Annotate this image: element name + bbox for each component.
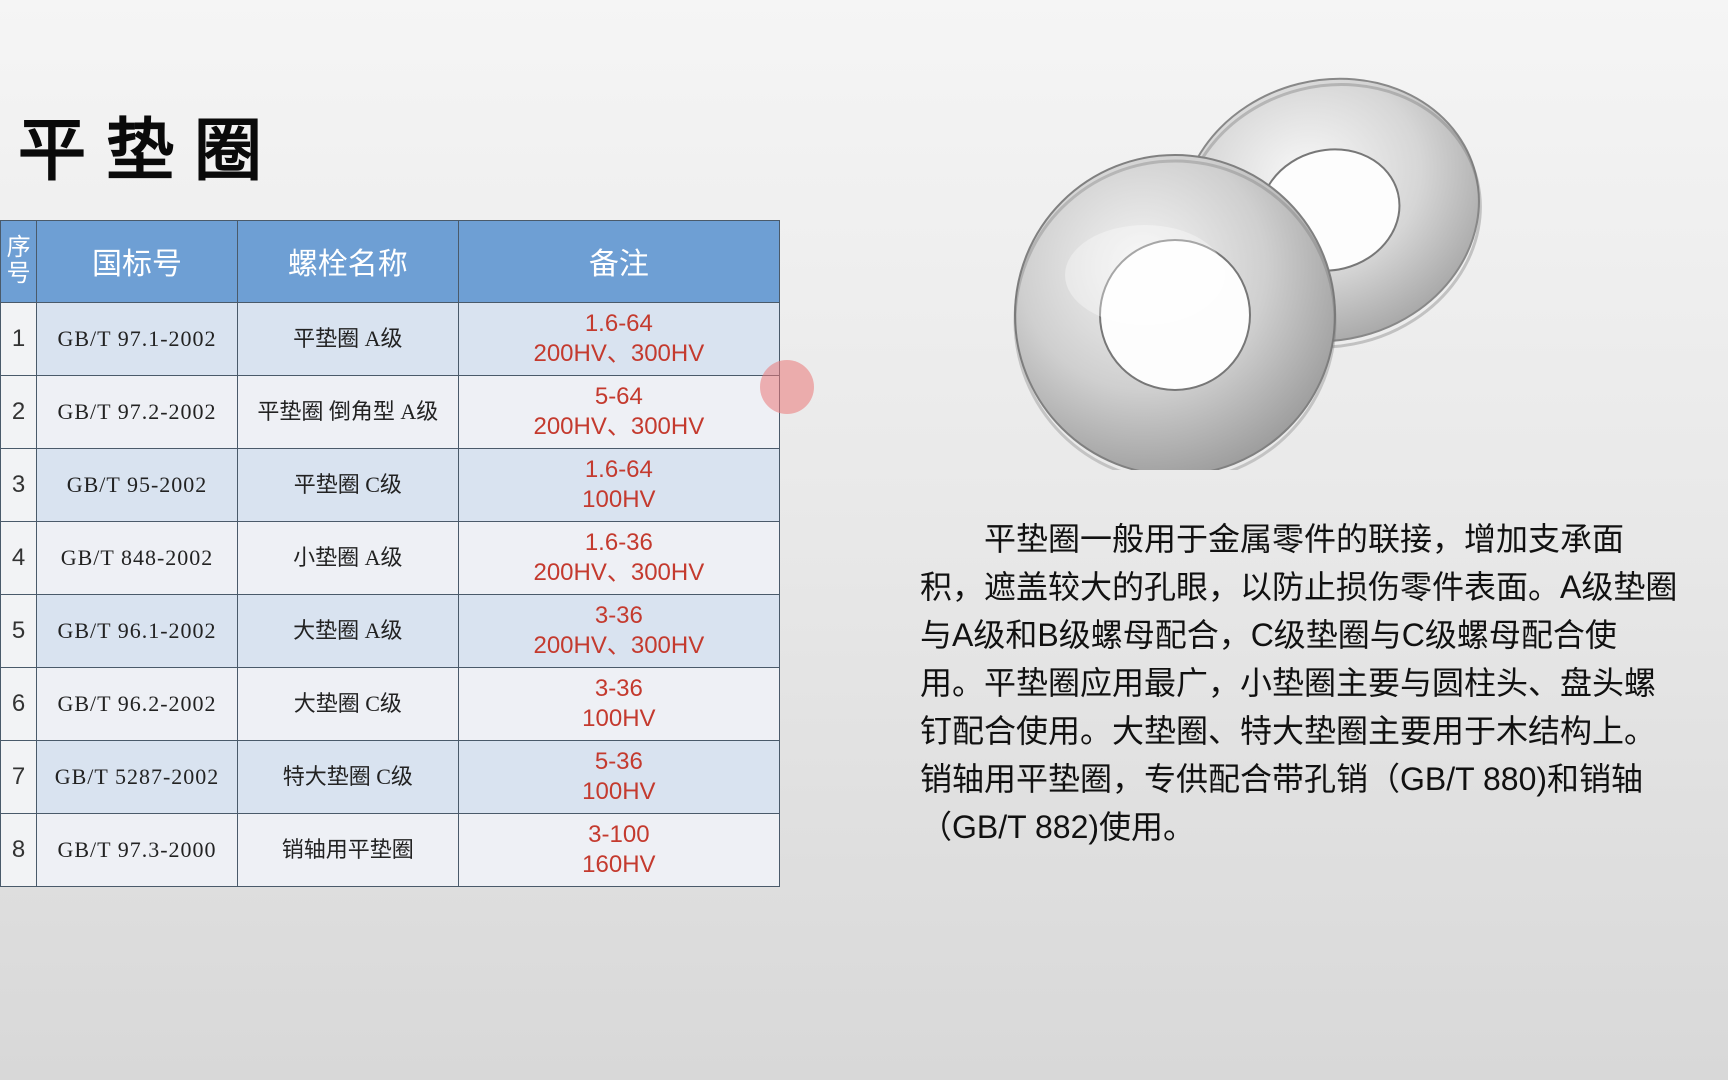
washer-table-container: 序号 国标号 螺栓名称 备注 1GB/T 97.1-2002平垫圈 A级1.6-… (0, 220, 780, 887)
table-row: 4GB/T 848-2002小垫圈 A级1.6-36200HV、300HV (1, 521, 780, 594)
table-header-row: 序号 国标号 螺栓名称 备注 (1, 221, 780, 303)
cell-seq: 6 (1, 667, 37, 740)
cell-name: 平垫圈 倒角型 A级 (237, 375, 458, 448)
cell-note: 5-36100HV (458, 740, 779, 813)
cell-note: 3-36100HV (458, 667, 779, 740)
cell-std: GB/T 95-2002 (37, 448, 238, 521)
table-row: 7GB/T 5287-2002特大垫圈 C级5-36100HV (1, 740, 780, 813)
cell-note: 1.6-64200HV、300HV (458, 302, 779, 375)
header-std: 国标号 (37, 221, 238, 303)
cell-std: GB/T 97.3-2000 (37, 813, 238, 886)
cell-name: 特大垫圈 C级 (237, 740, 458, 813)
table-row: 1GB/T 97.1-2002平垫圈 A级1.6-64200HV、300HV (1, 302, 780, 375)
cell-std: GB/T 96.2-2002 (37, 667, 238, 740)
cell-seq: 5 (1, 594, 37, 667)
cell-std: GB/T 97.2-2002 (37, 375, 238, 448)
cell-seq: 2 (1, 375, 37, 448)
cell-std: GB/T 97.1-2002 (37, 302, 238, 375)
cell-name: 大垫圈 C级 (237, 667, 458, 740)
washer-table: 序号 国标号 螺栓名称 备注 1GB/T 97.1-2002平垫圈 A级1.6-… (0, 220, 780, 887)
washer-illustration (960, 70, 1560, 470)
table-row: 6GB/T 96.2-2002大垫圈 C级3-36100HV (1, 667, 780, 740)
cell-note: 3-36200HV、300HV (458, 594, 779, 667)
header-name: 螺栓名称 (237, 221, 458, 303)
cell-name: 大垫圈 A级 (237, 594, 458, 667)
table-row: 3GB/T 95-2002平垫圈 C级1.6-64100HV (1, 448, 780, 521)
cell-seq: 8 (1, 813, 37, 886)
cell-std: GB/T 5287-2002 (37, 740, 238, 813)
cell-note: 5-64200HV、300HV (458, 375, 779, 448)
cell-name: 销轴用平垫圈 (237, 813, 458, 886)
cell-name: 小垫圈 A级 (237, 521, 458, 594)
cursor-highlight-icon (760, 360, 814, 414)
cell-seq: 3 (1, 448, 37, 521)
description-text: 平垫圈一般用于金属零件的联接，增加支承面积，遮盖较大的孔眼，以防止损伤零件表面。… (920, 515, 1680, 851)
cell-std: GB/T 96.1-2002 (37, 594, 238, 667)
header-note: 备注 (458, 221, 779, 303)
cell-name: 平垫圈 C级 (237, 448, 458, 521)
cell-name: 平垫圈 A级 (237, 302, 458, 375)
table-row: 8GB/T 97.3-2000销轴用平垫圈3-100160HV (1, 813, 780, 886)
cell-seq: 1 (1, 302, 37, 375)
cell-seq: 4 (1, 521, 37, 594)
page-title: 平垫圈 (18, 95, 282, 194)
cell-note: 3-100160HV (458, 813, 779, 886)
header-seq: 序号 (1, 221, 37, 303)
table-row: 5GB/T 96.1-2002大垫圈 A级3-36200HV、300HV (1, 594, 780, 667)
cell-seq: 7 (1, 740, 37, 813)
cell-std: GB/T 848-2002 (37, 521, 238, 594)
cell-note: 1.6-64100HV (458, 448, 779, 521)
cell-note: 1.6-36200HV、300HV (458, 521, 779, 594)
table-row: 2GB/T 97.2-2002平垫圈 倒角型 A级5-64200HV、300HV (1, 375, 780, 448)
